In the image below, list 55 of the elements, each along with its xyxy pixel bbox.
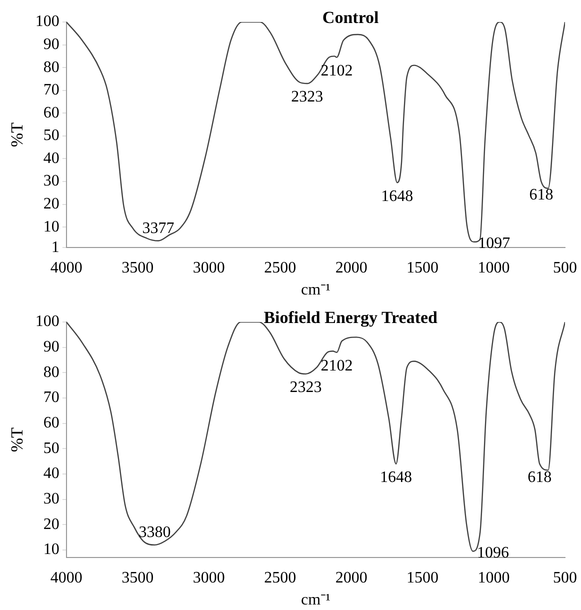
chart-title: Control: [322, 8, 380, 27]
y-tick-label: 80: [43, 58, 60, 76]
y-tick-label: 100: [35, 13, 60, 30]
x-tick-label: 3000: [192, 569, 225, 586]
x-axis-title: cm⁻¹: [301, 282, 331, 299]
y-tick-label: 10: [43, 218, 60, 236]
y-axis-title: %T: [8, 426, 27, 452]
x-tick-label: 3500: [122, 569, 154, 586]
y-tick-label: 70: [43, 82, 60, 99]
annotation: 1648: [380, 469, 412, 486]
y-tick-label: 1: [51, 238, 60, 256]
y-tick-label: 100: [35, 313, 60, 330]
annotation: 1096: [476, 544, 509, 562]
x-tick-label: 500: [553, 569, 577, 586]
y-tick-label: 20: [43, 196, 60, 213]
x-tick-label: 2500: [264, 569, 296, 586]
y-tick-label: 40: [43, 150, 60, 167]
annotation: 1097: [478, 235, 510, 252]
y-tick-label: 90: [43, 36, 60, 53]
x-tick-label: 3000: [192, 259, 225, 276]
x-axis-title: cm⁻¹: [301, 592, 331, 609]
annotation: 618: [528, 469, 552, 486]
x-tick-label: 1500: [406, 259, 439, 276]
x-tick-label: 2000: [335, 259, 368, 276]
y-tick-label: 80: [43, 364, 60, 381]
annotation: 2102: [320, 62, 353, 80]
y-tick-label: 30: [43, 490, 60, 508]
y-axis-title: %T: [8, 122, 27, 148]
annotation: 2102: [320, 358, 353, 375]
x-tick-label: 2500: [264, 259, 296, 276]
annotation: 3377: [142, 220, 174, 237]
annotation: 3380: [138, 524, 171, 542]
chart-title: Biofield Energy Treated: [264, 308, 438, 327]
y-tick-label: 90: [43, 338, 60, 356]
x-tick-label: 3500: [122, 259, 154, 276]
y-tick-label: 30: [43, 172, 60, 190]
y-tick-label: 10: [43, 541, 60, 558]
x-tick-label: 4000: [50, 569, 82, 586]
annotation: 2323: [290, 379, 322, 396]
y-tick-label: 40: [43, 465, 60, 482]
y-tick-label: 60: [43, 414, 60, 432]
x-tick-label: 1000: [478, 569, 510, 586]
y-tick-label: 50: [43, 440, 60, 457]
x-tick-label: 1500: [406, 569, 439, 586]
annotation: 2323: [291, 88, 324, 106]
x-tick-label: 500: [553, 259, 577, 276]
y-tick-label: 20: [43, 516, 60, 533]
annotation: 618: [529, 186, 554, 204]
x-tick-label: 1000: [478, 259, 510, 276]
y-tick-label: 60: [43, 104, 60, 122]
x-tick-label: 4000: [50, 259, 82, 276]
y-tick-label: 50: [43, 127, 60, 144]
annotation: 1648: [381, 188, 414, 205]
x-tick-label: 2000: [335, 569, 368, 586]
y-tick-label: 70: [43, 389, 60, 406]
